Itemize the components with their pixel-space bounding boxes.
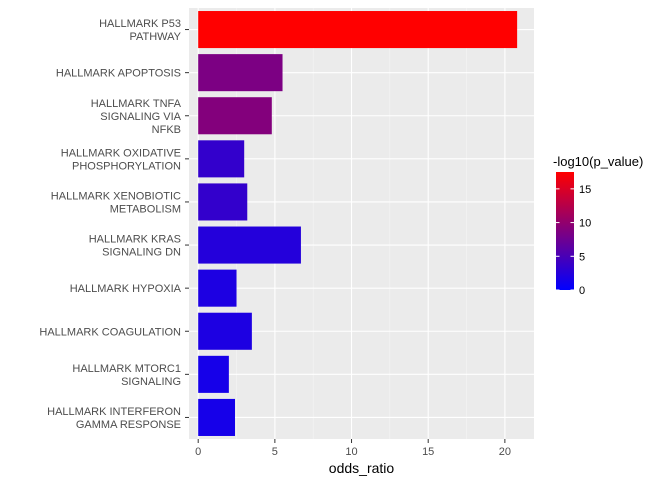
category-label: HALLMARK HYPOXIA: [70, 283, 182, 295]
x-tick-label: 15: [422, 446, 434, 458]
category-label: SIGNALING VIA: [100, 111, 181, 123]
legend-colorbar: [556, 172, 574, 290]
category-label: HALLMARK APOPTOSIS: [56, 68, 181, 80]
category-label: HALLMARK P53: [99, 18, 181, 30]
bar: [198, 226, 301, 264]
x-tick-label: 20: [499, 446, 511, 458]
legend-title: -log10(p_value): [553, 154, 643, 169]
bars: [198, 11, 518, 436]
category-label: HALLMARK XENOBIOTIC: [51, 190, 181, 202]
bar: [198, 355, 229, 393]
bar: [198, 398, 235, 436]
bar: [198, 269, 237, 307]
category-label: GAMMA RESPONSE: [76, 419, 181, 431]
category-label: HALLMARK MTORC1: [72, 363, 181, 375]
legend-tick-label: 15: [579, 184, 591, 196]
bar: [198, 140, 245, 178]
bar: [198, 54, 283, 92]
category-label: METABOLISM: [110, 203, 181, 215]
category-label: HALLMARK OXIDATIVE: [61, 147, 181, 159]
category-label: HALLMARK TNFA: [91, 98, 182, 110]
bar: [198, 97, 272, 135]
x-tick-label: 10: [345, 446, 357, 458]
legend-tick-label: 0: [579, 285, 585, 297]
legend-ticks: 0 5 10 15: [556, 184, 591, 297]
legend-tick-label: 10: [579, 218, 591, 230]
bar: [198, 11, 518, 49]
category-label: HALLMARK KRAS: [89, 234, 181, 246]
category-label: SIGNALING DN: [102, 247, 181, 259]
x-tick-label: 0: [195, 446, 201, 458]
legend-tick-label: 5: [579, 251, 585, 263]
category-label: SIGNALING: [121, 376, 181, 388]
category-label: HALLMARK COAGULATION: [39, 326, 181, 338]
category-label: HALLMARK INTERFERON: [47, 406, 181, 418]
category-label: PATHWAY: [129, 31, 181, 43]
x-axis-title: odds_ratio: [329, 460, 395, 476]
bar: [198, 312, 252, 350]
legend: -log10(p_value) 0 5 10 15: [553, 154, 643, 297]
category-label: NFKB: [152, 124, 181, 136]
category-label: PHOSPHORYLATION: [72, 160, 181, 172]
bar: [198, 183, 248, 221]
x-axis-ticks: 0 5 10 15 20: [195, 439, 511, 458]
x-tick-label: 5: [272, 446, 278, 458]
